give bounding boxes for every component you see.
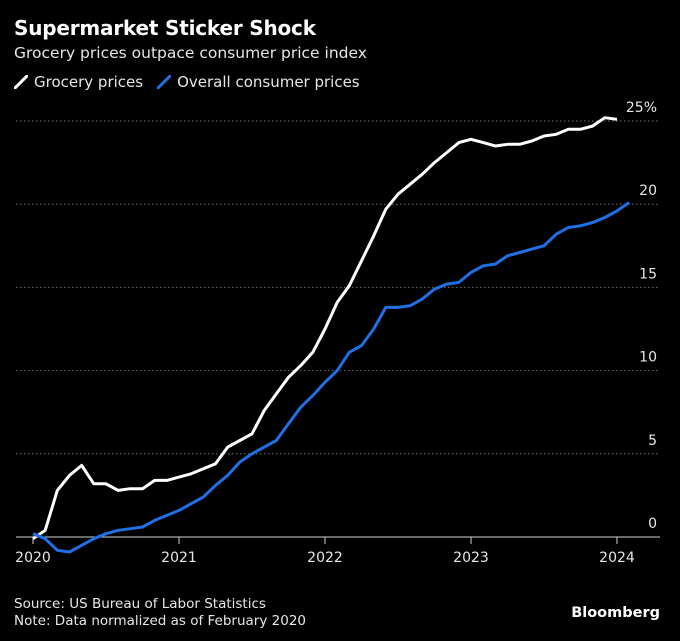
overall-consumer-prices-line — [32, 201, 631, 554]
x-tick-label: 2024 — [599, 550, 635, 566]
line-chart: 0 5 10 15 20 25% 2020 2021 2022 2023 2024 — [15, 100, 660, 566]
y-tick-label: 5 — [648, 433, 657, 449]
chart-subtitle: Grocery prices outpace consumer price in… — [14, 44, 367, 62]
y-tick-label: 20 — [639, 183, 657, 199]
legend: Grocery prices Overall consumer prices — [14, 73, 374, 91]
x-tick-label: 2022 — [307, 550, 343, 566]
grocery-prices-line — [32, 116, 618, 540]
legend-item-grocery: Grocery prices — [14, 73, 143, 91]
footer: Source: US Bureau of Labor Statistics No… — [14, 596, 306, 630]
data-note: Note: Data normalized as of February 202… — [14, 613, 306, 629]
legend-label-overall: Overall consumer prices — [177, 73, 360, 91]
y-tick-label: 25% — [626, 100, 657, 116]
legend-item-overall: Overall consumer prices — [157, 73, 360, 91]
y-tick-label: 0 — [648, 516, 657, 532]
y-tick-label: 15 — [639, 266, 657, 282]
legend-swatch-grocery — [14, 75, 28, 89]
x-tick-label: 2020 — [15, 550, 51, 566]
x-tick-label: 2023 — [453, 550, 489, 566]
legend-swatch-overall — [157, 75, 172, 89]
y-tick-label: 10 — [639, 350, 657, 366]
x-tick-label: 2021 — [161, 550, 197, 566]
bloomberg-logo: Bloomberg — [571, 605, 660, 621]
chart-title: Supermarket Sticker Shock — [14, 16, 316, 40]
legend-label-grocery: Grocery prices — [34, 73, 144, 91]
source-note: Source: US Bureau of Labor Statistics — [14, 596, 266, 612]
